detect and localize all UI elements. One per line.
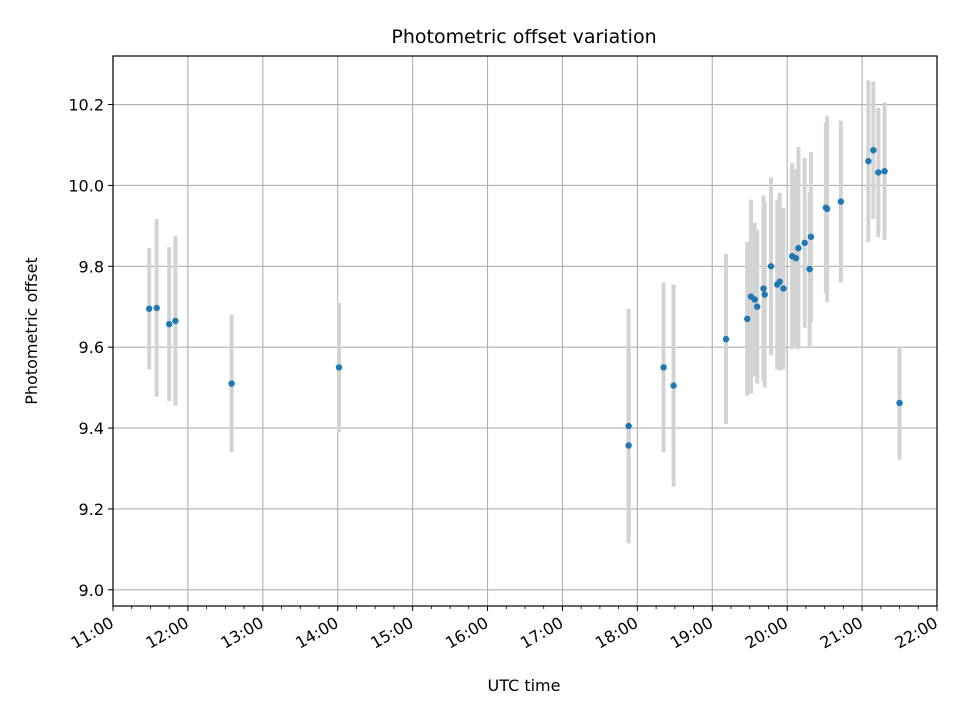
data-point	[660, 364, 667, 371]
data-point	[776, 278, 783, 285]
data-point	[875, 169, 882, 176]
y-tick-label: 10.2	[68, 96, 104, 115]
data-point	[760, 285, 767, 292]
data-point	[807, 233, 815, 240]
chart-title: Photometric offset variation	[391, 26, 656, 48]
y-tick-label: 9.2	[79, 500, 104, 519]
data-point	[670, 382, 677, 389]
data-point	[837, 198, 845, 205]
data-point	[172, 317, 179, 325]
data-point	[146, 305, 153, 312]
y-tick-label: 9.8	[79, 257, 104, 276]
data-point	[165, 320, 173, 328]
data-point	[881, 168, 888, 175]
data-points	[146, 147, 903, 449]
data-point	[823, 205, 831, 213]
y-tick-label: 9.0	[79, 581, 104, 600]
data-point	[744, 315, 751, 323]
y-axis: 9.0 9.2 9.4 9.6 9.8 10.0 10.2	[68, 96, 113, 600]
data-point	[795, 244, 802, 252]
x-axis-label: UTC time	[488, 676, 561, 695]
data-point	[896, 399, 903, 407]
data-point	[870, 147, 877, 154]
y-tick-label: 9.4	[79, 419, 104, 438]
grid	[112, 56, 938, 606]
data-point	[751, 296, 758, 303]
data-point	[801, 239, 808, 247]
y-axis-label: Photometric offset	[22, 257, 41, 405]
data-point	[754, 303, 761, 310]
data-point	[228, 380, 235, 387]
data-point	[761, 291, 768, 298]
y-tick-label: 9.6	[79, 338, 104, 357]
y-tick-label: 10.0	[68, 176, 104, 195]
data-point	[335, 364, 343, 371]
data-point	[865, 157, 872, 165]
data-point	[153, 304, 160, 312]
data-point	[767, 263, 775, 270]
data-point	[722, 335, 730, 343]
data-point	[806, 265, 813, 273]
data-point	[792, 255, 800, 262]
data-point	[625, 442, 632, 449]
data-point	[780, 285, 787, 292]
data-point	[625, 422, 632, 430]
